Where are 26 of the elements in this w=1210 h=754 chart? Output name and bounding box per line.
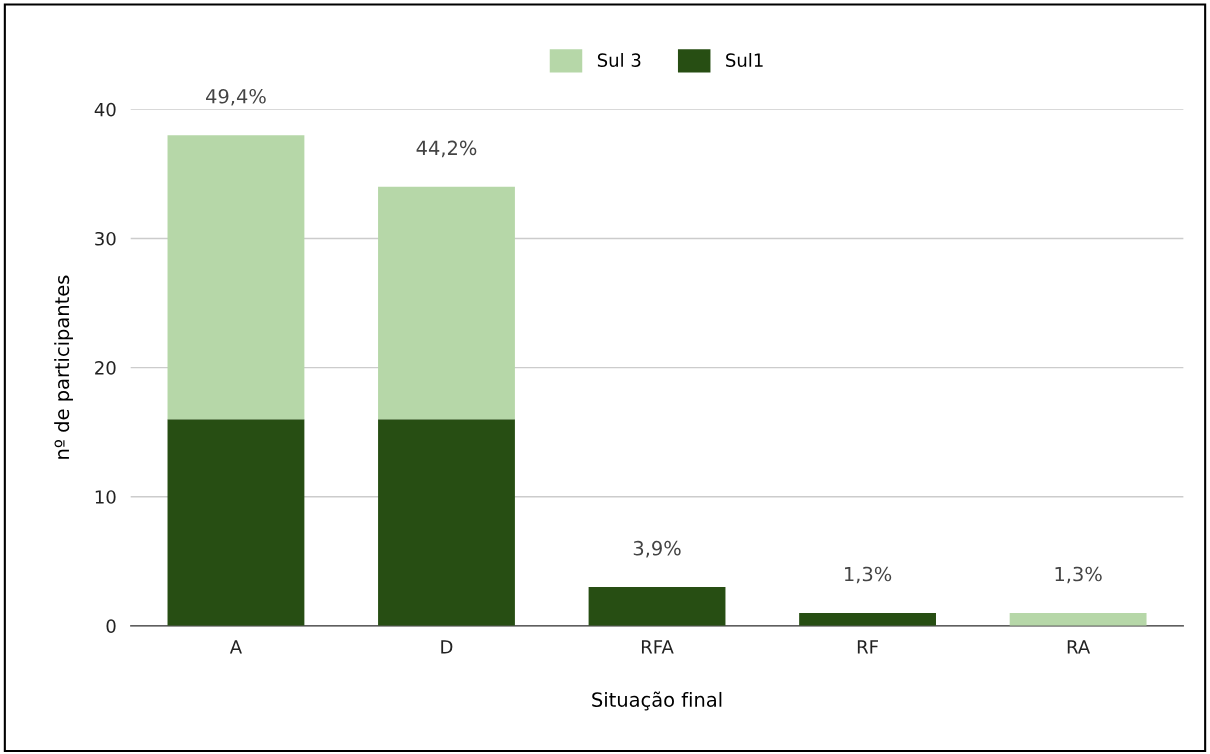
y-tick-label: 20 [95, 361, 116, 375]
bar [588, 587, 726, 626]
x-tick-label: RF [857, 640, 878, 654]
x-tick-label: D [441, 640, 453, 654]
y-tick-label: 40 [94, 102, 116, 117]
annotation: 1,3% [1055, 566, 1102, 584]
x-tick-label: RFA [641, 640, 674, 654]
legend-label: Sul1 [726, 53, 763, 67]
y-tick-label: 10 [95, 490, 116, 504]
x-axis-title: Situação final [592, 691, 722, 711]
bar [167, 419, 305, 626]
bar [378, 419, 515, 626]
y-tick-label: 30 [95, 231, 116, 246]
annotation: 44,2% [416, 140, 477, 158]
bar [1009, 612, 1147, 626]
annotation: 49,4% [206, 88, 266, 106]
y-axis-title: nº de participantes [54, 275, 73, 459]
y-tick-label: 0 [106, 619, 116, 633]
annotation: 1,3% [845, 566, 892, 584]
bar [378, 186, 515, 420]
x-tick-label: RA [1067, 640, 1091, 654]
x-tick-label: A [229, 640, 242, 654]
bar [167, 135, 305, 420]
annotation: 3,9% [633, 540, 681, 558]
legend-label: Sul 3 [597, 53, 641, 67]
bar [799, 612, 936, 626]
